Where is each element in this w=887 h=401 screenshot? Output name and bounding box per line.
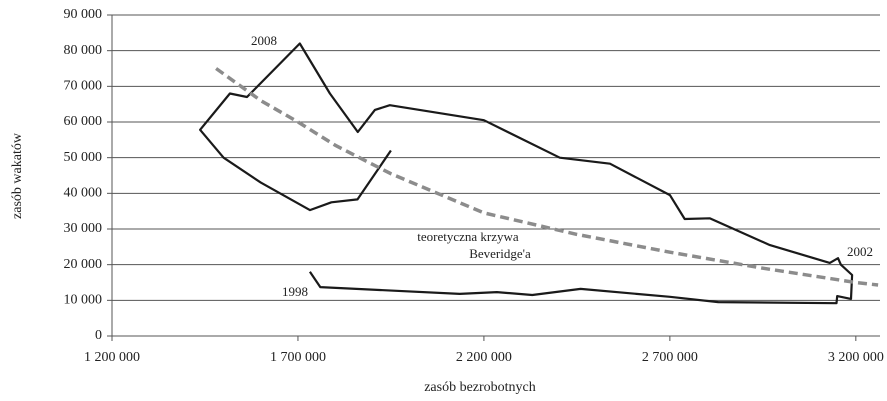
y-tick-label: 70 000: [64, 79, 103, 94]
annotation: 2002: [847, 244, 873, 259]
data-line: [199, 42, 854, 305]
annotation: teoretyczna krzywa: [417, 229, 519, 244]
annotation: 2008: [251, 33, 277, 48]
x-tick-label: 3 200 000: [828, 350, 884, 365]
y-tick-label: 20 000: [64, 257, 103, 272]
y-tick-label: 30 000: [64, 221, 103, 236]
y-tick-label: 10 000: [64, 293, 103, 308]
annotation: Beveridge'a: [469, 246, 531, 261]
y-tick-label: 50 000: [64, 150, 103, 165]
x-axis-label: zasób bezrobotnych: [424, 380, 536, 395]
y-tick-label: 80 000: [64, 43, 103, 58]
theoretical-curve: [215, 67, 879, 287]
x-tick-label: 1 200 000: [84, 350, 140, 365]
x-tick-label: 1 700 000: [270, 350, 326, 365]
y-tick-label: 40 000: [64, 186, 103, 201]
y-axis-label: zasób wakatów: [10, 132, 25, 219]
y-tick-label: 0: [95, 328, 102, 343]
y-tick-label: 90 000: [64, 7, 103, 22]
annotation: 1998: [282, 284, 308, 299]
y-tick-label: 60 000: [64, 114, 103, 129]
x-tick-label: 2 200 000: [456, 350, 512, 365]
x-tick-label: 2 700 000: [642, 350, 698, 365]
